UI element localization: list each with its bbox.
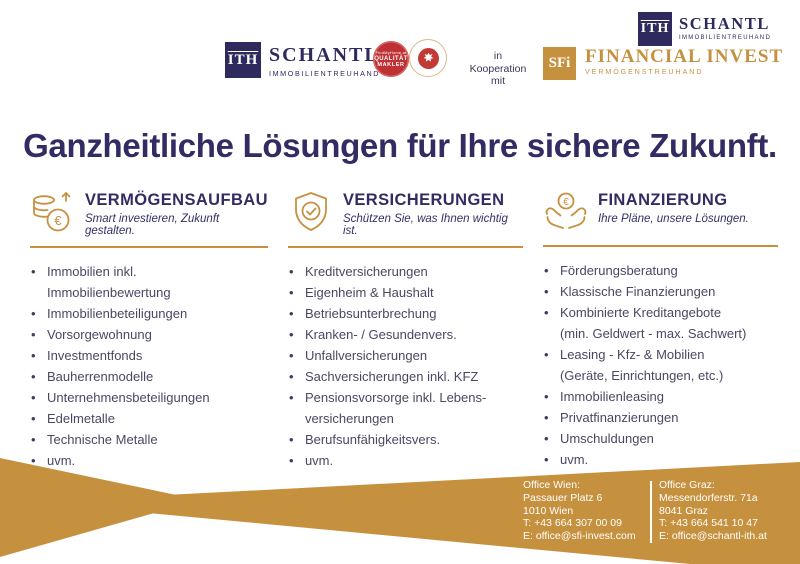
column-subtitle: Schützen Sie, was Ihnen wichtig ist. (342, 213, 508, 237)
list-item: uvm. (30, 450, 268, 471)
list-item: Unfallversicherungen (288, 345, 523, 366)
column-subtitle: Ihre Pläne, unsere Lösungen. (597, 213, 749, 225)
badge-quality-label: QUALITÄT (374, 56, 408, 62)
ith-logo-icon: ITH (225, 42, 261, 78)
sfi-logo-icon: SFi (543, 47, 576, 80)
office-address: Messendorferstr. 71a (659, 491, 758, 504)
column-header: VERSICHERUNGEN Schützen Sie, was Ihnen w… (287, 190, 523, 248)
shield-check-icon (295, 192, 327, 231)
list-item: uvm. (288, 450, 523, 471)
column-header-text: VERSICHERUNGEN Schützen Sie, was Ihnen w… (343, 190, 523, 237)
list-item: Pensionsvorsorge inkl. Lebens- versicher… (288, 387, 523, 429)
page-title: Ganzheitliche Lösungen für Ihre sichere … (23, 127, 777, 164)
column-header: € FINANZIERUNG Ihre Pläne, unsere Lösung… (542, 190, 778, 247)
service-list: Kreditversicherungen Eigenheim & Haushal… (288, 261, 523, 471)
column-header-text: FINANZIERUNG Ihre Pläne, unsere Lösungen… (598, 190, 749, 225)
list-item: Investmentfonds (30, 345, 268, 366)
sfi-company-name: FINANCIAL INVEST (585, 46, 784, 67)
office-phone: T: +43 664 541 10 47 (659, 517, 758, 530)
column-header-text: VERMÖGENSAUFBAU Smart investieren, Zukun… (85, 190, 268, 237)
list-item: Immobilienleasing (543, 386, 778, 407)
column-title: VERMÖGENSAUFBAU (85, 191, 268, 209)
office-title: Office Graz: (659, 479, 715, 491)
list-item: uvm. (543, 449, 778, 470)
ith-corner-logo-letters: ITH (640, 21, 670, 36)
ith-logo-text: SCHANTL IMMOBILIENTREUHAND (269, 44, 419, 78)
office-graz-block: Office Graz: Messendorferstr. 71a 8041 G… (659, 479, 767, 543)
list-item: Kreditversicherungen (288, 261, 523, 282)
services-columns: € VERMÖGENSAUFBAU Smart investieren, Zuk… (30, 190, 778, 471)
list-item: Betriebsunterbrechung (288, 303, 523, 324)
footer-divider (650, 481, 652, 543)
svg-text:€: € (54, 213, 62, 228)
list-item: Sachversicherungen inkl. KFZ (288, 366, 523, 387)
column-versicherungen: VERSICHERUNGEN Schützen Sie, was Ihnen w… (287, 190, 523, 471)
service-list: Immobilien inkl. Immobilienbewertung Imm… (30, 261, 268, 471)
office-email: E: office@schantl-ith.at (659, 530, 767, 543)
office-title: Office Wien: (523, 479, 580, 491)
ith-company-name: SCHANTL (269, 44, 380, 66)
ith-corner-logo-icon: ITH (638, 12, 672, 46)
list-item: Umschuldungen (543, 428, 778, 449)
list-item: Klassische Finanzierungen (543, 281, 778, 302)
list-item: Bauherrenmodelle (30, 366, 268, 387)
office-phone: T: +43 664 307 00 09 (523, 517, 622, 530)
footer-gold-band (0, 458, 800, 564)
office-wien-block: Office Wien: Passauer Platz 6 1010 Wien … (523, 479, 636, 543)
coins-growth-icon: € (33, 192, 71, 232)
badge-makler-label: MAKLER (377, 62, 405, 68)
list-item: Förderungsberatung (543, 260, 778, 281)
badge-brand-label: FindMyHome.at (375, 50, 407, 55)
hands-euro-icon: € (545, 192, 587, 229)
column-header: € VERMÖGENSAUFBAU Smart investieren, Zuk… (30, 190, 268, 248)
list-item: Kombinierte Kreditangebote (min. Geldwer… (543, 302, 778, 344)
quality-makler-badge-icon: FindMyHome.at QUALITÄT MAKLER (373, 41, 409, 77)
svg-text:€: € (563, 197, 569, 208)
list-item: Privatfinanzierungen (543, 407, 778, 428)
ith-corner-logo-text: SCHANTL IMMOBILIENTREUHAND (679, 14, 800, 42)
office-email: E: office@sfi-invest.com (523, 530, 636, 543)
list-item: Immobilien inkl. Immobilienbewertung (30, 261, 268, 303)
ith-logo-letters: ITH (227, 51, 259, 68)
sfi-logo-letters: SFi (548, 55, 571, 71)
eagle-emblem-icon (417, 47, 439, 69)
column-vermoegensaufbau: € VERMÖGENSAUFBAU Smart investieren, Zuk… (30, 190, 268, 471)
column-title: FINANZIERUNG (597, 191, 728, 209)
list-item: Vorsorgewohnung (30, 324, 268, 345)
column-subtitle: Smart investieren, Zukunft gestalten. (85, 213, 220, 237)
list-item: Immobilienbeteiligungen (30, 303, 268, 324)
ith-corner-company-subtitle: IMMOBILIENTREUHAND (679, 35, 772, 41)
column-title: VERSICHERUNGEN (342, 191, 505, 209)
office-address: Passauer Platz 6 (523, 491, 603, 504)
sfi-company-subtitle: VERMÖGENSTREUHAND (585, 69, 704, 76)
list-item: Eigenheim & Haushalt (288, 282, 523, 303)
office-city: 1010 Wien (523, 504, 574, 517)
ith-company-subtitle: IMMOBILIENTREUHAND (269, 69, 381, 78)
list-item: Berufsunfähigkeitsvers. (288, 429, 523, 450)
ith-corner-company-name: SCHANTL (679, 14, 770, 33)
service-list: Förderungsberatung Klassische Finanzieru… (543, 260, 778, 470)
austrian-eagle-badge-icon (409, 39, 447, 77)
list-item: Unternehmensbeteiligungen (30, 387, 268, 408)
sfi-logo-text: FINANCIAL INVEST VERMÖGENSTREUHAND (585, 46, 785, 76)
list-item: Leasing - Kfz- & Mobilien (Geräte, Einri… (543, 344, 778, 386)
cooperation-text: in Kooperation mit (469, 50, 527, 87)
column-finanzierung: € FINANZIERUNG Ihre Pläne, unsere Lösung… (542, 190, 778, 471)
office-city: 8041 Graz (659, 504, 709, 517)
list-item: Technische Metalle (30, 429, 268, 450)
list-item: Edelmetalle (30, 408, 268, 429)
list-item: Kranken- / Gesundenvers. (288, 324, 523, 345)
